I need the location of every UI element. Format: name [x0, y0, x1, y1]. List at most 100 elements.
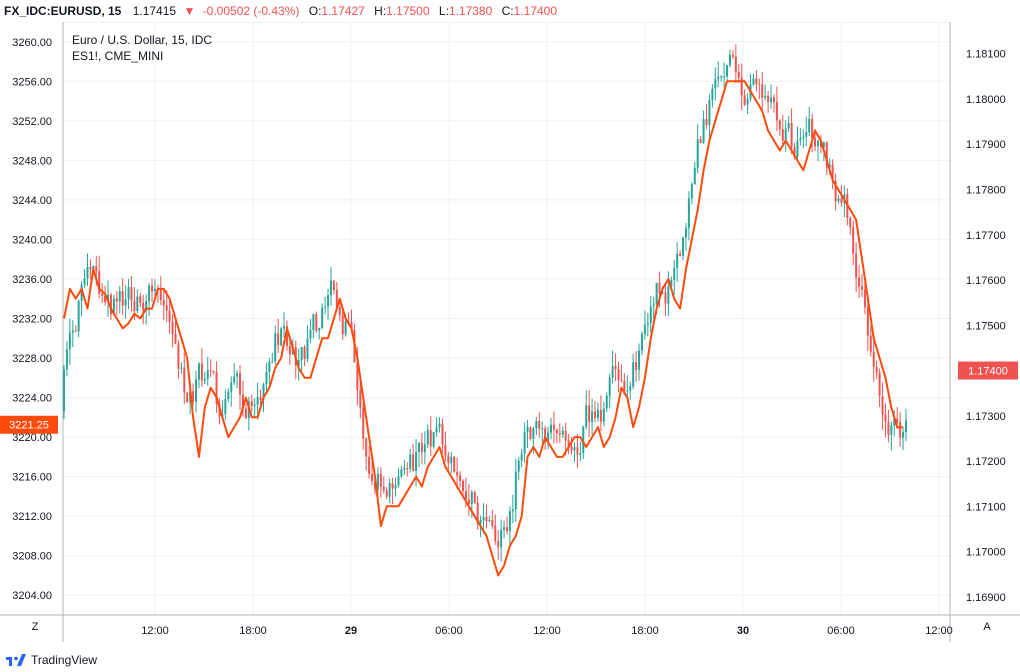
candle-body	[784, 128, 787, 141]
right-scale-button[interactable]: A	[983, 621, 991, 633]
candle-body	[708, 99, 711, 126]
candle-body	[761, 84, 764, 98]
candle-body	[696, 139, 699, 168]
candle-body	[646, 323, 649, 325]
candle-body	[711, 88, 714, 100]
right-tick-label: 1.17800	[966, 184, 1006, 196]
candle-body	[209, 370, 212, 372]
candle-body	[206, 370, 209, 379]
candle-body	[309, 330, 312, 339]
candle-body	[693, 167, 696, 184]
candle-body	[687, 198, 690, 229]
left-scale-button[interactable]: Z	[31, 621, 39, 633]
candle-body	[420, 442, 423, 453]
symbol-name[interactable]: FX_IDC:EURUSD, 15	[4, 4, 122, 18]
grid-lines	[63, 22, 950, 615]
candle-body	[699, 139, 702, 143]
candle-body	[432, 432, 435, 447]
right-tick-label: 1.16900	[966, 592, 1006, 604]
candle-body	[148, 285, 151, 302]
left-tick-label: 3232.00	[12, 314, 52, 326]
candle-body	[423, 444, 426, 453]
candle-body	[723, 76, 726, 78]
close-value: 1.17400	[513, 4, 558, 18]
candle-body	[617, 369, 620, 380]
legend-compare-title[interactable]: ES1!, CME_MINI	[72, 49, 163, 63]
candle-body	[767, 95, 770, 103]
candle-body	[63, 369, 65, 412]
candle-body	[89, 266, 92, 269]
time-tick-label: 12:00	[533, 625, 561, 637]
left-price-scale[interactable]: 3260.00 3256.00 3252.00 3248.00 3244.00 3240.…	[12, 37, 52, 602]
candle-body	[415, 451, 418, 471]
right-tick-label: 1.17000	[966, 547, 1006, 559]
candle-body	[186, 392, 189, 403]
time-scale[interactable]: 12:00 18:00 29 06:00 12:00 18:00 30 06:00 12:00	[141, 625, 953, 637]
legend-main-title[interactable]: Euro / U.S. Dollar, 15, IDC	[72, 33, 212, 47]
candle-body	[444, 444, 447, 456]
es1-last-badge	[0, 415, 58, 434]
compare-series	[63, 80, 904, 577]
right-tick-label: 1.17300	[966, 411, 1006, 423]
eurusd-last-badge	[958, 361, 1018, 380]
candle-body	[253, 404, 256, 406]
candle-body	[224, 399, 227, 415]
left-tick-label: 3224.00	[12, 393, 52, 405]
open-value: 1.17427	[321, 4, 365, 18]
right-price-scale[interactable]: 1.18100 1.18000 1.17900 1.17800 1.17700 1.176…	[966, 49, 1006, 604]
close-label: C:	[501, 4, 514, 18]
candle-body	[239, 373, 242, 395]
left-tick-label: 3220.00	[12, 432, 52, 444]
candle-body	[576, 447, 579, 455]
time-tick-label: 18:00	[631, 625, 659, 637]
candle-body	[447, 455, 450, 464]
candle-body	[215, 372, 218, 405]
candle-body	[740, 77, 743, 96]
brand-footer[interactable]: TradingView	[6, 650, 97, 670]
candle-body	[65, 349, 68, 370]
candle-body	[640, 334, 643, 351]
candle-body	[608, 377, 611, 396]
candle-body	[327, 295, 330, 307]
candle-body	[277, 333, 280, 345]
candle-body	[816, 140, 819, 147]
candle-body	[262, 384, 265, 400]
candle-body	[203, 378, 206, 381]
es1-compare-line	[63, 80, 904, 577]
candle-body	[98, 271, 101, 294]
brand-name: TradingView	[31, 653, 98, 667]
price-chart[interactable]: 3260.00 3256.00 3252.00 3248.00 3244.00 3240.…	[0, 21, 1020, 642]
candle-body	[643, 324, 646, 335]
candle-body	[743, 95, 746, 105]
time-tick-label: 30	[737, 625, 749, 637]
candles-series	[63, 44, 907, 562]
candle-body	[899, 422, 902, 438]
candle-body	[400, 469, 403, 477]
candle-body	[241, 394, 244, 409]
candle-body	[271, 361, 274, 363]
candle-body	[596, 410, 599, 418]
candle-body	[379, 473, 382, 487]
candle-body	[497, 540, 500, 548]
right-tick-label: 1.17600	[966, 275, 1006, 287]
time-tick-label: 06:00	[827, 625, 855, 637]
candle-body	[68, 332, 71, 350]
time-tick-label: 29	[345, 625, 357, 637]
candle-body	[315, 314, 318, 331]
candle-body	[547, 432, 550, 443]
candle-body	[482, 516, 485, 521]
candle-body	[728, 54, 731, 66]
candle-body	[359, 389, 362, 408]
candle-body	[532, 428, 535, 439]
candle-body	[834, 180, 837, 202]
candle-body	[855, 253, 858, 278]
chart-area[interactable]: 3260.00 3256.00 3252.00 3248.00 3244.00 3240.…	[0, 21, 1020, 642]
candle-body	[558, 433, 561, 435]
es1-last-value: 3221.25	[9, 420, 49, 432]
candle-body	[244, 408, 247, 419]
candle-body	[905, 420, 907, 432]
candle-body	[632, 362, 635, 387]
open-label: O:	[308, 4, 322, 18]
candle-body	[136, 296, 139, 312]
candle-body	[684, 228, 687, 238]
